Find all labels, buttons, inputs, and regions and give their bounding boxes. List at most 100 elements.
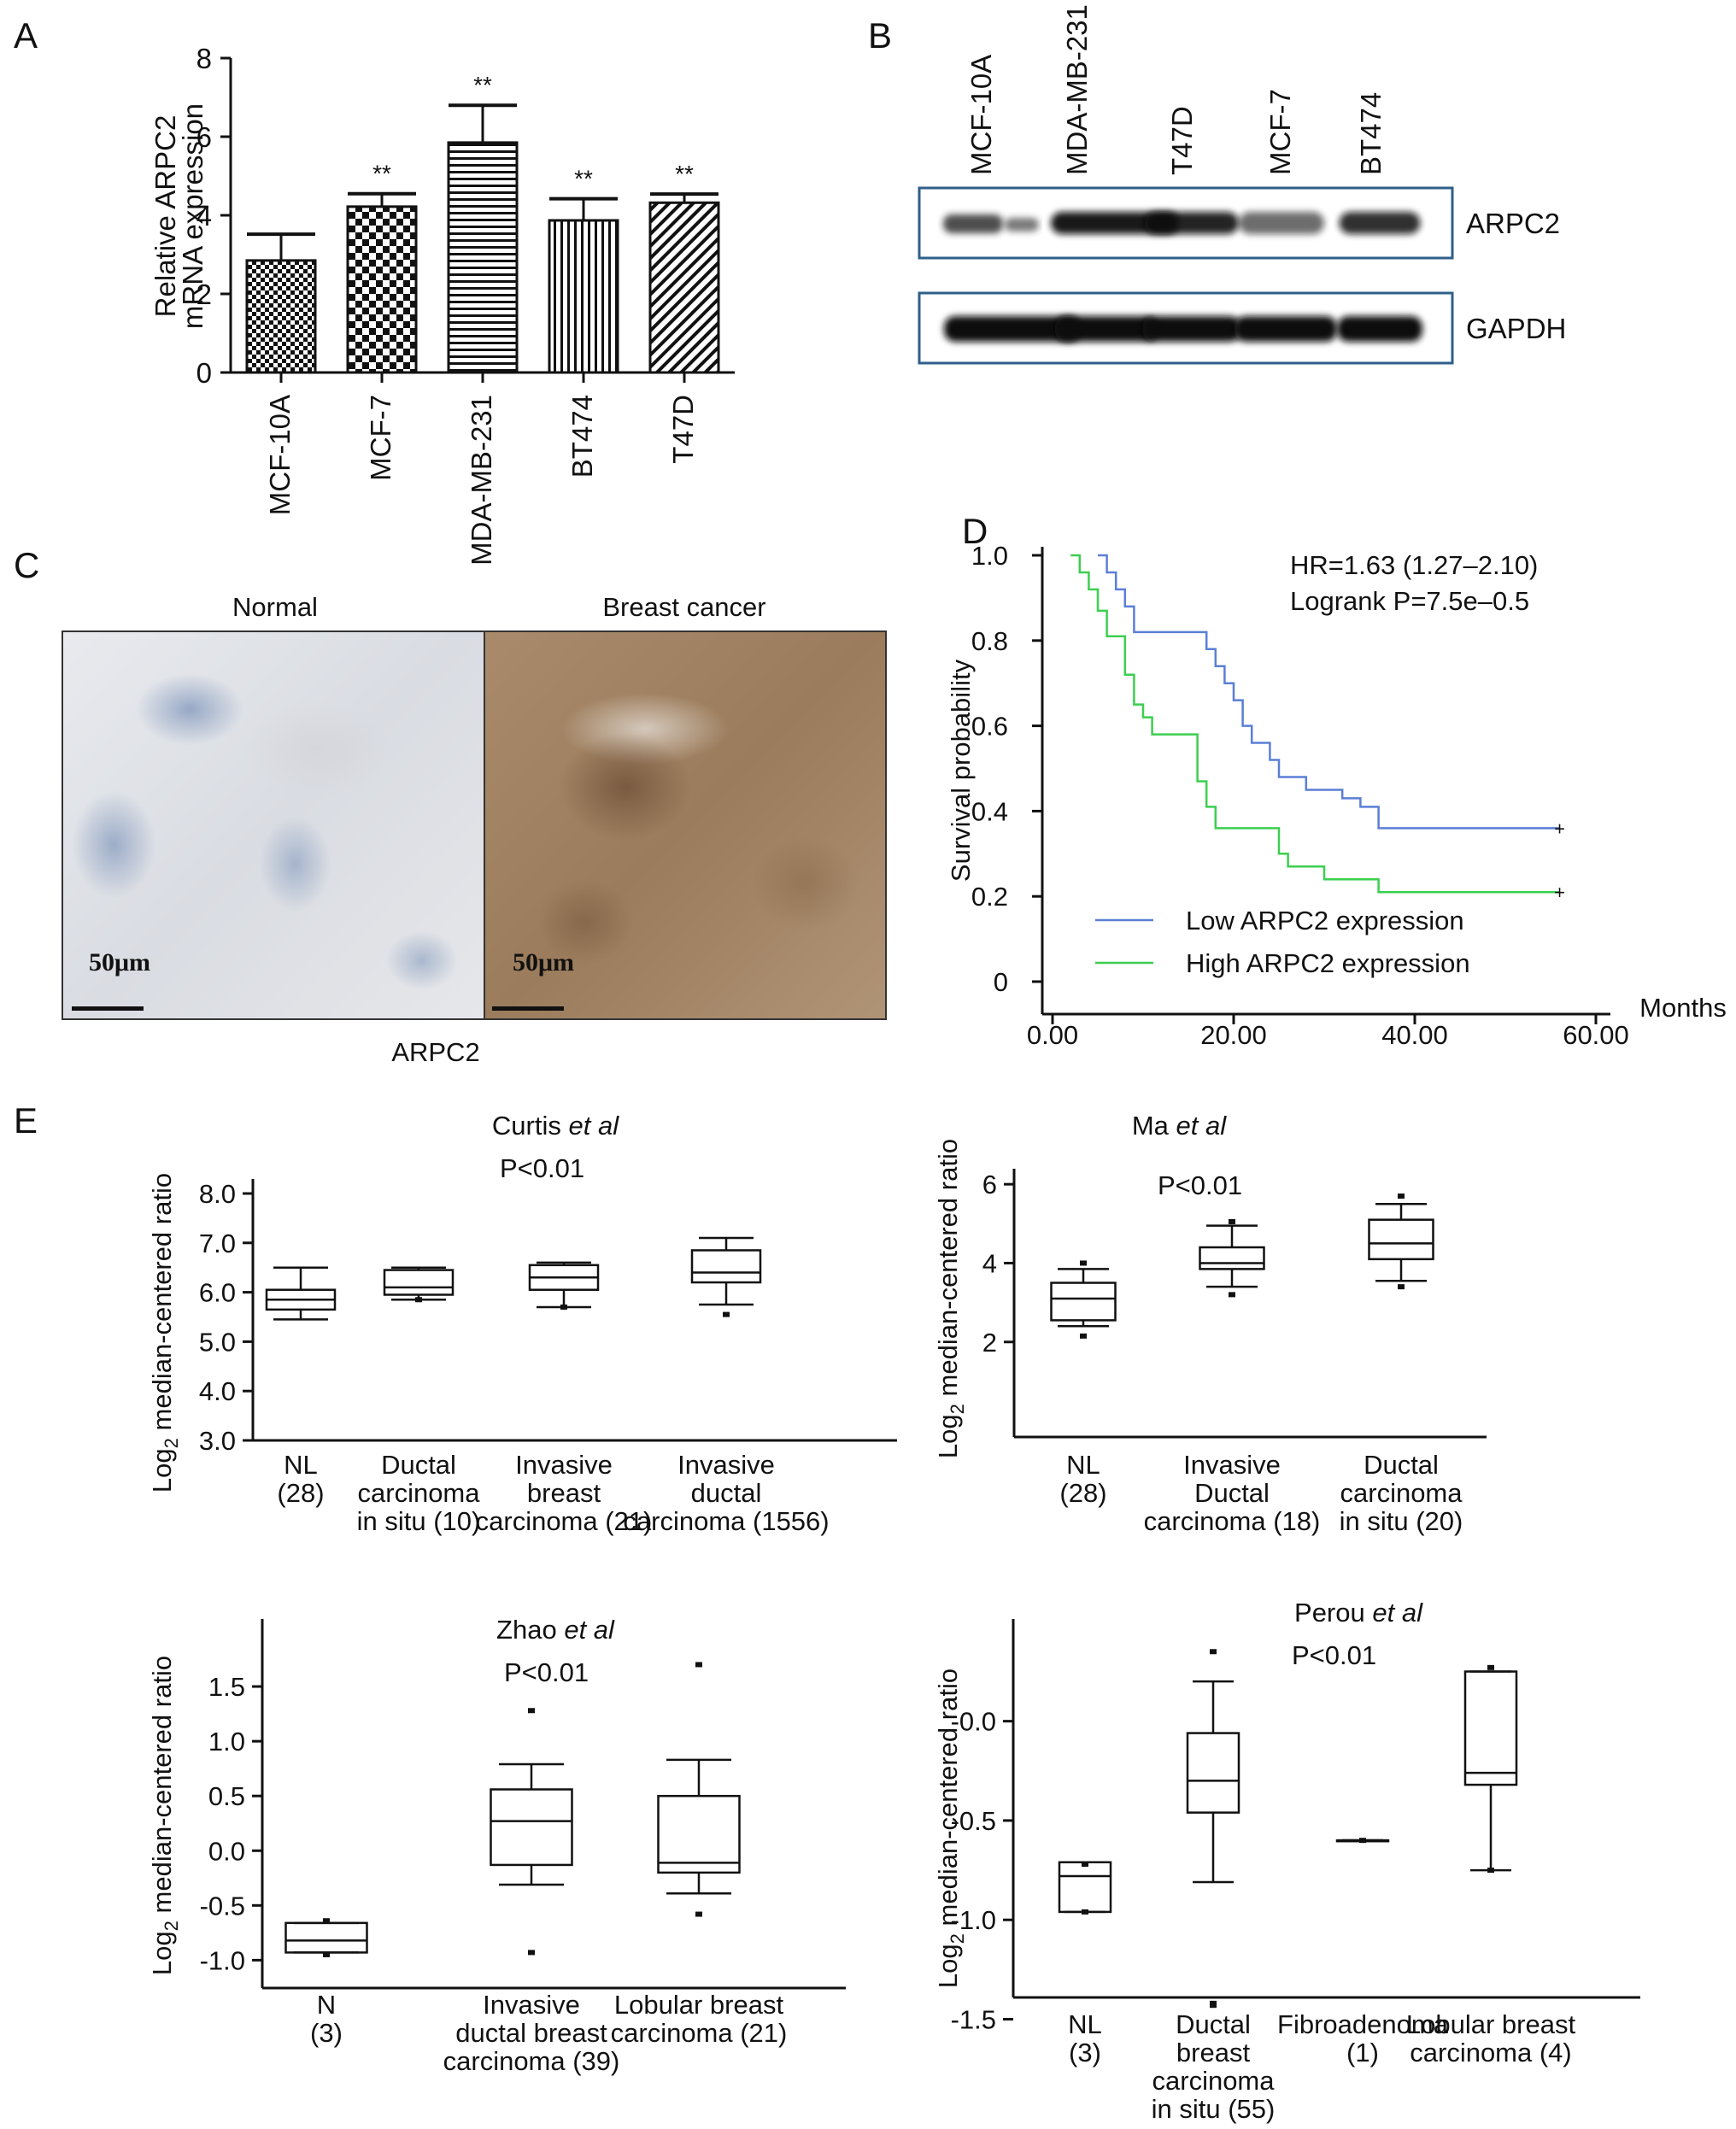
panel-d-x-tick-label: 0.00	[1027, 1020, 1078, 1050]
panel-e-zhao-y-tick-label: -0.5	[200, 1891, 245, 1921]
panel-e-zhao-outlier	[695, 1911, 702, 1917]
panel-a-significance: **	[574, 166, 593, 192]
panel-e-zhao-category-label: ductal breast	[455, 2018, 607, 2048]
panel-letter-b: B	[868, 15, 893, 56]
panel-b-lane-label: MCF-7	[1264, 89, 1296, 175]
panel-a-bar	[346, 205, 418, 374]
ihc-normal-title: Normal	[232, 592, 318, 622]
panel-e-curtis-category-label: NL	[284, 1450, 318, 1480]
panel-d-survival-line	[1070, 554, 1560, 894]
panel-e-perou-category-label: (1)	[1346, 2038, 1379, 2067]
panel-e-zhao-category-label: Lobular breast	[614, 1990, 784, 2020]
panel-e-perou-y-tick-label: -0.5	[951, 1806, 996, 1836]
panel-e-ma-outlier	[1229, 1292, 1235, 1298]
panel-letter-a: A	[14, 15, 38, 56]
panel-e-zhao-category-label: (3)	[310, 2018, 343, 2048]
panel-e-perou-outlier	[1082, 1909, 1088, 1915]
panel-d-y-tick-label: 0	[994, 967, 1008, 997]
panel-e-zhao-title: Zhao et al	[496, 1615, 615, 1645]
panel-a-y-tick-label: 4	[196, 200, 212, 232]
panel-e-curtis-title: Curtis et al	[492, 1111, 619, 1141]
panel-e-zhao-y-tick-label: 1.5	[208, 1672, 245, 1702]
panel-e-perou-category-label: breast	[1176, 2038, 1251, 2067]
panel-e-curtis-box	[690, 1249, 762, 1284]
panel-a-significance: **	[675, 161, 694, 187]
panel-e-ma-category-label: Invasive	[1183, 1450, 1281, 1480]
ihc-caption: ARPC2	[391, 1037, 480, 1067]
panel-b-band	[1145, 212, 1239, 234]
panel-e-curtis-pvalue: P<0.01	[500, 1153, 584, 1183]
panel-b-band	[944, 316, 1081, 342]
panel-e-zhao-category-label: N	[317, 1990, 336, 2020]
panel-e-zhao-y-tick-label: 0.5	[208, 1781, 245, 1811]
panel-e-perou-outlier	[1082, 1862, 1088, 1868]
panel-d-annotation: HR=1.63 (1.27–2.10)	[1290, 550, 1538, 580]
panel-d-censor-mark: +	[1554, 882, 1565, 903]
panel-b-lane-label: MDA-MB-231	[1061, 4, 1093, 175]
panel-e-ma-box	[1368, 1218, 1434, 1261]
panel-e-zhao-outlier	[695, 1662, 702, 1668]
panel-a-x-tick-label: MCF-10A	[264, 395, 296, 515]
panel-e-perou-box	[1186, 1732, 1240, 1814]
panel-b-band	[943, 214, 1003, 233]
ihc-normal-scalebar	[72, 1006, 144, 1011]
panel-e-perou-y-tick-label: -0.0	[951, 1707, 996, 1737]
panel-d-legend-label: High ARPC2 expression	[1186, 948, 1470, 978]
panel-e-perou-outlier	[1487, 1868, 1494, 1874]
panel-e-zhao-box	[657, 1794, 741, 1874]
panel-e-ma-y-tick-label: 4	[982, 1248, 997, 1278]
panel-d-y-tick-label: 0.4	[971, 796, 1008, 826]
panel-d-legend-label: Low ARPC2 expression	[1186, 906, 1464, 935]
panel-d-annotation: Logrank P=7.5e–0.5	[1290, 586, 1529, 616]
panel-e-ma-pvalue: P<0.01	[1158, 1170, 1242, 1200]
panel-a-y-tick-label: 6	[196, 121, 212, 153]
panel-a-significance: **	[473, 72, 492, 98]
panel-e-perou-outlier	[1359, 1838, 1366, 1844]
panel-e-zhao-pvalue: P<0.01	[504, 1657, 589, 1687]
panel-e-ma-category-label: Ductal	[1364, 1450, 1439, 1480]
panel-e-ma-title: Ma et al	[1132, 1111, 1227, 1141]
panel-b-lane-label: MCF-10A	[965, 55, 997, 175]
panel-e-curtis-category-label: Invasive	[515, 1450, 613, 1480]
panel-b-lane-label: BT474	[1355, 92, 1387, 175]
ihc-normal-scale-label: 50μm	[89, 948, 150, 977]
panel-e-perou-category-label: Lobular breast	[1406, 2009, 1576, 2039]
panel-d-x-tick-label: 40.00	[1381, 1020, 1448, 1050]
panel-e-perou-y-tick-label: -1.5	[951, 2004, 996, 2034]
panel-e-ma-category-label: NL	[1066, 1450, 1100, 1480]
panel-a-y-label: Relative ARPC2	[150, 115, 181, 318]
panel-e-zhao-outlier	[323, 1951, 330, 1957]
panel-e-perou-box	[1463, 1670, 1518, 1786]
panel-e-zhao-category-label: carcinoma (21)	[611, 2018, 788, 2048]
panel-d-y-label: Survival probability	[946, 659, 976, 882]
panel-a-bar	[648, 201, 720, 374]
panel-a-y-label: mRNA expression	[177, 103, 208, 329]
panel-e-curtis-y-tick-label: 3.0	[199, 1426, 236, 1456]
panel-letter-c: C	[14, 545, 40, 585]
panel-e-ma-y-label: Log2 median-centered ratio	[933, 1139, 968, 1458]
panel-d-y-tick-label: 0.8	[971, 626, 1008, 656]
panel-e-zhao-y-tick-label: -1.0	[200, 1945, 245, 1975]
panel-e-zhao-box	[284, 1921, 368, 1954]
panel-e-ma-outlier	[1398, 1194, 1405, 1199]
panel-b-band-label: GAPDH	[1466, 313, 1566, 344]
panel-e-ma-outlier	[1080, 1260, 1087, 1266]
panel-a-x-tick-label: BT474	[566, 395, 598, 478]
panel-e-ma-box	[1199, 1246, 1265, 1270]
ihc-cancer-image: 50μm	[484, 630, 887, 1020]
panel-e-ma-outlier	[1398, 1284, 1405, 1290]
panel-e-ma-category-label: in situ (20)	[1340, 1506, 1463, 1536]
panel-e-perou-outlier	[1210, 2003, 1217, 2009]
panel-e-perou-outlier	[1487, 1664, 1494, 1670]
panel-e-perou-category-label: carcinoma (4)	[1410, 2038, 1572, 2067]
panel-e-curtis-category-label: carcinoma (21)	[476, 1506, 653, 1536]
panel-d-y-tick-label: 0.2	[971, 882, 1008, 912]
panel-e-perou-category-label: (3)	[1069, 2038, 1101, 2067]
panel-e-curtis-y-tick-label: 6.0	[199, 1278, 236, 1308]
panel-b-band	[1005, 218, 1039, 232]
panel-e-curtis-outlier	[723, 1311, 730, 1317]
panel-letter-e: E	[14, 1100, 38, 1141]
panel-e-zhao-outlier	[528, 1708, 535, 1714]
panel-e-ma-outlier	[1080, 1333, 1087, 1339]
